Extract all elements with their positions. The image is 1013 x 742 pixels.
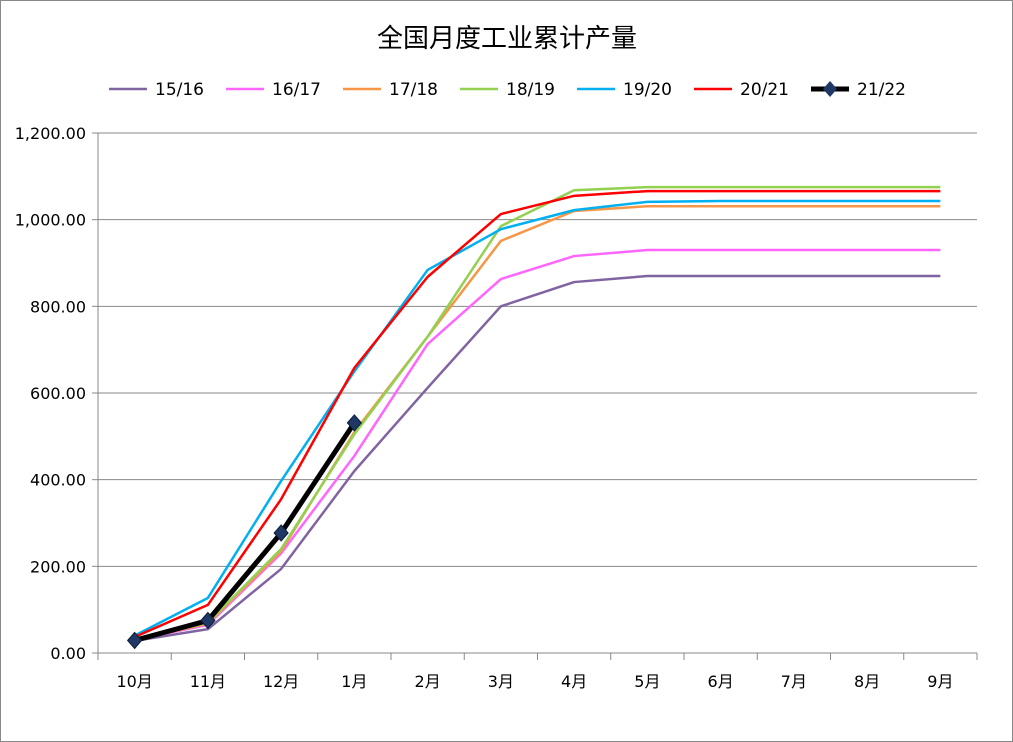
- series-line-16-17: [134, 248, 941, 642]
- x-tick-label: 5月: [634, 672, 660, 691]
- y-tick-label: 1,200.00: [15, 124, 86, 143]
- legend-label: 17/18: [389, 80, 438, 100]
- chart-title: 全国月度工业累计产量: [377, 24, 637, 54]
- legend-marker-icon: [823, 81, 837, 97]
- series-line-19-20: [134, 199, 941, 637]
- series-line-20-21: [134, 189, 941, 639]
- y-tick-label: 400.00: [30, 471, 86, 490]
- legend-label: 15/16: [155, 80, 204, 100]
- x-tick-label: 7月: [781, 672, 807, 691]
- data-point-marker: [126, 631, 143, 650]
- data-point-marker: [200, 611, 216, 630]
- legend-label: 16/17: [272, 80, 321, 100]
- legend-label: 21/22: [857, 80, 906, 100]
- series-line-15-16: [134, 274, 941, 643]
- x-tick-label: 12月: [263, 672, 299, 691]
- y-tick-label: 800.00: [30, 297, 86, 316]
- data-point-marker: [273, 524, 289, 542]
- y-tick-label: 0.00: [50, 644, 86, 663]
- series-line-17-18: [134, 204, 941, 642]
- y-tick-label: 200.00: [30, 557, 86, 576]
- series-line-21-22: [133, 421, 357, 643]
- y-tick-label: 600.00: [30, 384, 86, 403]
- x-tick-label: 2月: [415, 672, 441, 691]
- legend-label: 20/21: [740, 80, 789, 100]
- legend-label: 18/19: [506, 80, 555, 100]
- x-tick-label: 4月: [561, 672, 587, 691]
- x-tick-label: 3月: [488, 672, 514, 691]
- x-tick-label: 9月: [927, 672, 953, 691]
- x-tick-label: 1月: [341, 672, 367, 691]
- x-tick-label: 8月: [854, 672, 880, 691]
- data-point-marker: [346, 414, 363, 432]
- series-line-18-19: [134, 185, 941, 642]
- x-tick-label: 11月: [190, 672, 226, 691]
- x-tick-label: 6月: [708, 672, 734, 691]
- legend-label: 19/20: [623, 80, 672, 100]
- y-tick-label: 1,000.00: [15, 211, 86, 230]
- x-tick-label: 10月: [116, 672, 152, 691]
